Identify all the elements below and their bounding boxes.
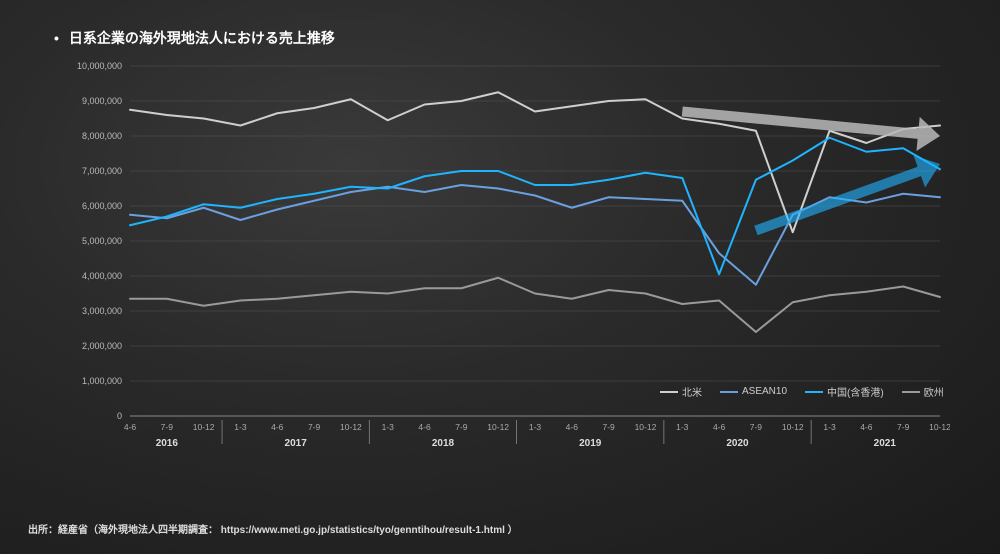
legend-label: 欧州 <box>924 384 944 399</box>
svg-text:2021: 2021 <box>874 438 897 449</box>
svg-text:4,000,000: 4,000,000 <box>82 271 122 281</box>
svg-text:1-3: 1-3 <box>529 422 542 432</box>
svg-text:2018: 2018 <box>432 438 455 449</box>
svg-text:10-12: 10-12 <box>340 422 362 432</box>
chart-legend: 北米 ASEAN10 中国(含香港) 欧州 <box>660 384 944 399</box>
svg-text:8,000,000: 8,000,000 <box>82 131 122 141</box>
svg-text:2017: 2017 <box>285 438 308 449</box>
legend-swatch <box>720 391 738 393</box>
svg-text:7-9: 7-9 <box>161 422 174 432</box>
legend-item: 中国(含香港) <box>805 384 884 399</box>
svg-text:7,000,000: 7,000,000 <box>82 166 122 176</box>
svg-text:4-6: 4-6 <box>566 422 579 432</box>
svg-text:10-12: 10-12 <box>929 422 950 432</box>
svg-text:10-12: 10-12 <box>782 422 804 432</box>
svg-text:2,000,000: 2,000,000 <box>82 341 122 351</box>
svg-text:2020: 2020 <box>726 438 749 449</box>
legend-item: 欧州 <box>902 384 944 399</box>
svg-text:2016: 2016 <box>156 438 179 449</box>
svg-text:7-9: 7-9 <box>308 422 321 432</box>
svg-text:4-6: 4-6 <box>860 422 873 432</box>
svg-text:0: 0 <box>117 411 122 421</box>
svg-text:7-9: 7-9 <box>897 422 910 432</box>
legend-swatch <box>805 391 823 393</box>
svg-text:4-6: 4-6 <box>271 422 284 432</box>
legend-label: 中国(含香港) <box>827 384 884 399</box>
svg-text:10-12: 10-12 <box>193 422 215 432</box>
svg-text:4-6: 4-6 <box>124 422 137 432</box>
svg-text:7-9: 7-9 <box>455 422 468 432</box>
svg-text:4-6: 4-6 <box>713 422 726 432</box>
chart-area: 0 1,000,000 2,000,000 3,000,000 4,000,000 5,0… <box>70 56 960 456</box>
svg-text:10-12: 10-12 <box>487 422 509 432</box>
legend-swatch <box>660 391 678 393</box>
svg-text:7-9: 7-9 <box>750 422 763 432</box>
legend-label: 北米 <box>682 384 702 399</box>
svg-text:2019: 2019 <box>579 438 602 449</box>
svg-text:5,000,000: 5,000,000 <box>82 236 122 246</box>
legend-item: 北米 <box>660 384 702 399</box>
svg-text:10-12: 10-12 <box>635 422 657 432</box>
svg-text:1-3: 1-3 <box>676 422 689 432</box>
legend-label: ASEAN10 <box>742 386 787 397</box>
chart-title: 日系企業の海外現地法人における売上推移 <box>40 28 960 48</box>
svg-text:1,000,000: 1,000,000 <box>82 376 122 386</box>
svg-text:1-3: 1-3 <box>823 422 836 432</box>
svg-text:6,000,000: 6,000,000 <box>82 201 122 211</box>
legend-swatch <box>902 391 920 393</box>
legend-item: ASEAN10 <box>720 386 787 397</box>
svg-text:1-3: 1-3 <box>382 422 395 432</box>
svg-text:1-3: 1-3 <box>234 422 247 432</box>
svg-text:9,000,000: 9,000,000 <box>82 96 122 106</box>
svg-text:7-9: 7-9 <box>602 422 615 432</box>
svg-text:10,000,000: 10,000,000 <box>77 61 122 71</box>
svg-text:4-6: 4-6 <box>418 422 431 432</box>
source-citation: 出所：経産省（海外現地法人四半期調査： https://www.meti.go.… <box>28 521 518 536</box>
svg-text:3,000,000: 3,000,000 <box>82 306 122 316</box>
